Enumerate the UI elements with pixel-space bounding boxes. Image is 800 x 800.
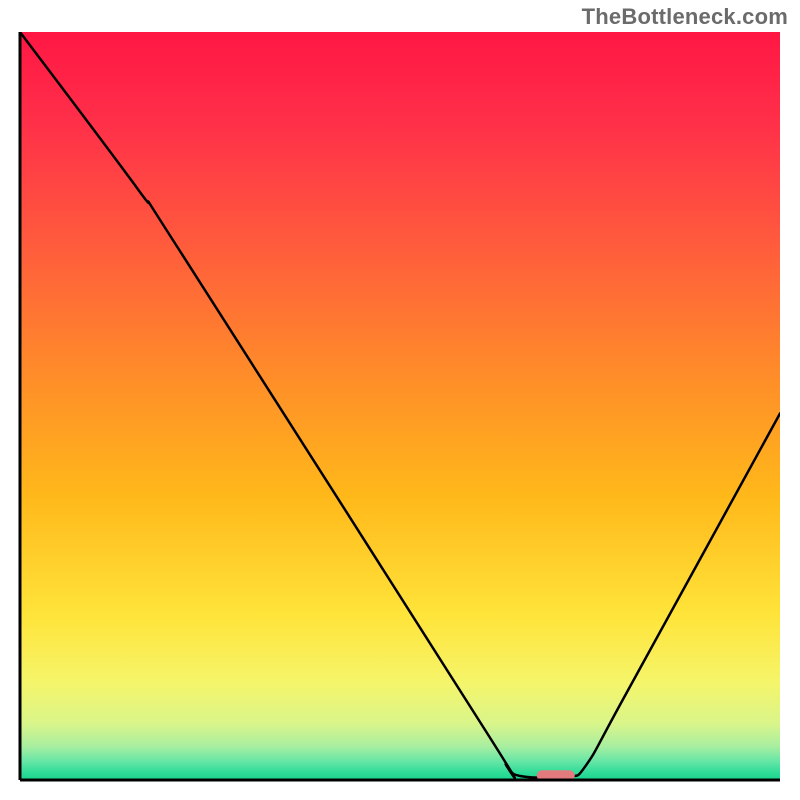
watermark-text: TheBottleneck.com xyxy=(582,4,788,30)
plot-background xyxy=(20,32,780,780)
bottleneck-chart: TheBottleneck.com xyxy=(0,0,800,800)
chart-svg xyxy=(0,0,800,800)
